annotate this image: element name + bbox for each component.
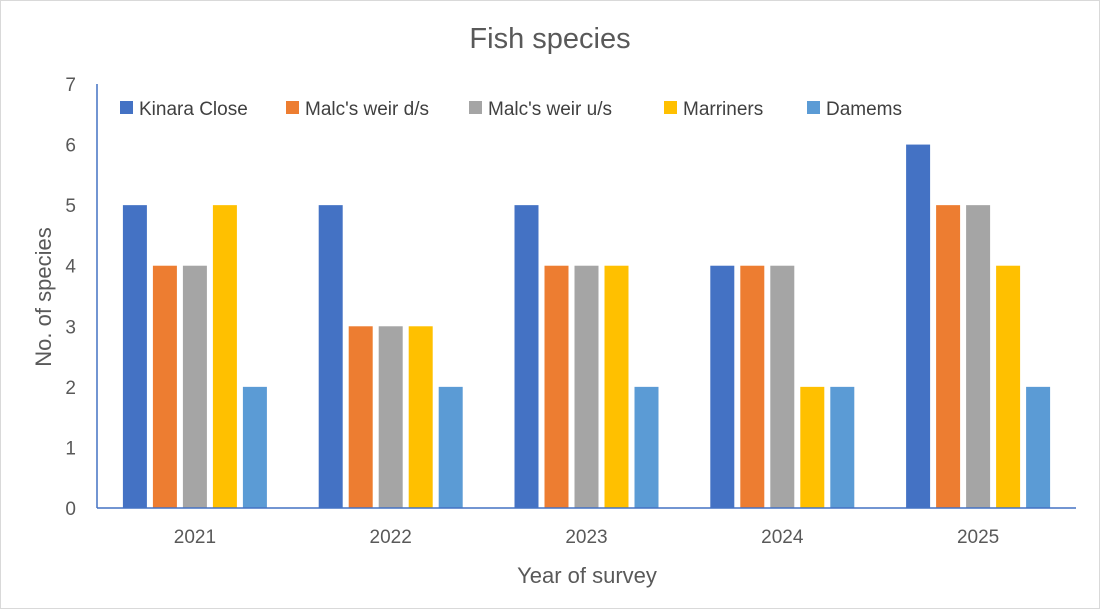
legend-item: Malc's weir u/s — [469, 99, 612, 120]
legend-item: Kinara Close — [120, 99, 248, 120]
bar — [604, 265, 629, 508]
bar — [906, 144, 931, 509]
bar — [514, 205, 539, 508]
bar — [710, 265, 735, 508]
legend-label: Kinara Close — [139, 99, 248, 120]
y-tick-label: 0 — [65, 499, 76, 520]
bar — [182, 265, 207, 508]
bar — [830, 386, 855, 508]
bar — [544, 265, 569, 508]
bar — [800, 386, 825, 508]
y-axis-ticks: 0 1 2 3 4 5 6 7 — [65, 75, 76, 520]
legend-swatch — [807, 101, 820, 114]
bar — [152, 265, 177, 508]
x-tick-label: 2025 — [957, 527, 999, 548]
legend-label: Malc's weir d/s — [305, 99, 429, 120]
x-tick-label: 2023 — [565, 527, 607, 548]
x-tick-label: 2021 — [174, 527, 216, 548]
bar — [574, 265, 599, 508]
x-axis-ticks: 2021 2022 2023 2024 2025 — [174, 527, 999, 548]
y-tick-label: 2 — [65, 378, 76, 399]
y-tick-label: 3 — [65, 317, 76, 338]
bar — [348, 326, 373, 508]
y-axis-title: No. of species — [31, 227, 56, 366]
y-tick-label: 7 — [65, 75, 76, 96]
bar — [408, 326, 433, 508]
y-tick-label: 5 — [65, 196, 76, 217]
legend-label: Malc's weir u/s — [488, 99, 612, 120]
legend-label: Damems — [826, 99, 902, 120]
x-axis-title: Year of survey — [517, 563, 657, 588]
bar — [996, 265, 1021, 508]
bar — [936, 205, 961, 508]
legend-label: Marriners — [683, 99, 763, 120]
bar — [318, 205, 343, 508]
legend-swatch — [664, 101, 677, 114]
legend-swatch — [120, 101, 133, 114]
legend-item: Marriners — [664, 99, 763, 120]
bar — [1026, 386, 1051, 508]
y-tick-label: 6 — [65, 136, 76, 157]
bar — [966, 205, 991, 508]
legend-item: Malc's weir d/s — [286, 99, 429, 120]
legend: Kinara Close Malc's weir d/s Malc's weir u… — [120, 99, 902, 120]
bar — [122, 205, 147, 508]
bar — [740, 265, 765, 508]
legend-item: Damems — [807, 99, 902, 120]
legend-swatch — [286, 101, 299, 114]
bar — [378, 326, 403, 508]
bar — [212, 205, 237, 508]
bar — [770, 265, 795, 508]
bars — [122, 144, 1051, 509]
x-tick-label: 2022 — [370, 527, 412, 548]
legend-swatch — [469, 101, 482, 114]
bar — [634, 386, 659, 508]
y-tick-label: 4 — [65, 257, 76, 278]
axes — [96, 84, 1076, 509]
bar — [438, 386, 463, 508]
x-tick-label: 2024 — [761, 527, 804, 548]
bar — [242, 386, 267, 508]
y-tick-label: 1 — [65, 438, 76, 459]
chart-title: Fish species — [469, 23, 630, 55]
